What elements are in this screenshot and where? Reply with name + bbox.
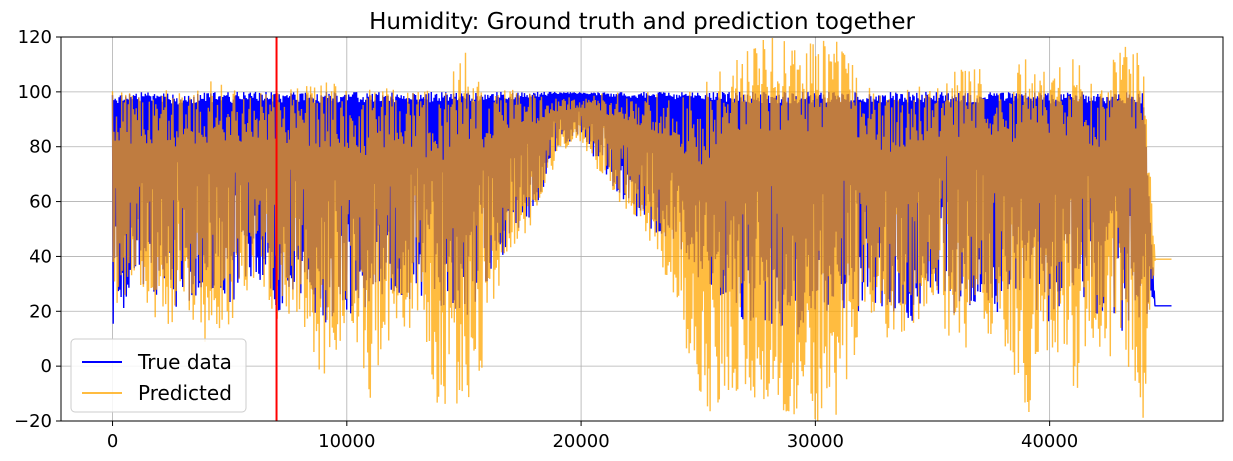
legend: True data Predicted bbox=[70, 338, 247, 413]
y-tick-label: 80 bbox=[29, 137, 52, 158]
y-tick-label: 100 bbox=[18, 82, 52, 103]
legend-label-predicted: Predicted bbox=[138, 381, 232, 405]
x-tick-label: 10000 bbox=[318, 431, 375, 452]
y-tick-label: 120 bbox=[18, 27, 52, 48]
y-tick-label: −20 bbox=[14, 411, 52, 432]
plot-frame bbox=[60, 36, 1224, 422]
series-group bbox=[111, 37, 1172, 421]
plot-area: 0 10000 20000 30000 40000 −20 0 20 40 60 80 100 120 T… bbox=[14, 27, 1224, 452]
y-tick-label: 20 bbox=[29, 301, 52, 322]
series-line-predicted bbox=[111, 37, 1172, 421]
legend-label-true-data: True data bbox=[137, 350, 232, 374]
chart-title: Humidity: Ground truth and prediction to… bbox=[369, 9, 915, 35]
y-tick-label: 0 bbox=[41, 356, 52, 377]
x-tick-label: 20000 bbox=[552, 431, 609, 452]
y-tick-label: 60 bbox=[29, 192, 52, 213]
x-tick-label: 40000 bbox=[1021, 431, 1078, 452]
x-tick-label: 0 bbox=[107, 431, 118, 452]
y-tick-label: 40 bbox=[29, 246, 52, 267]
x-tick-label: 30000 bbox=[787, 431, 844, 452]
